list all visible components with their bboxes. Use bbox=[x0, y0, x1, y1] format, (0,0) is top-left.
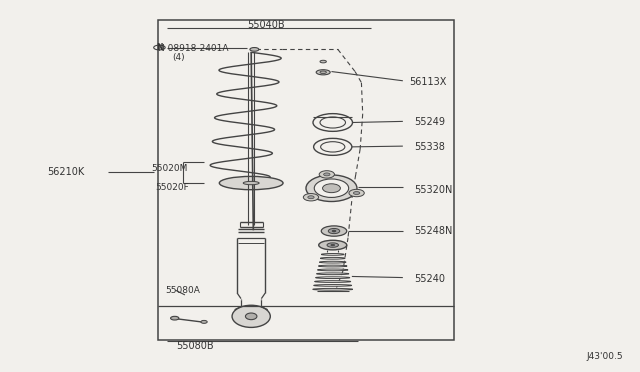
Ellipse shape bbox=[331, 244, 335, 246]
Ellipse shape bbox=[319, 265, 347, 267]
Text: 55080B: 55080B bbox=[177, 340, 214, 350]
Bar bbox=[157, 20, 454, 340]
Text: 55040B: 55040B bbox=[247, 20, 285, 31]
Ellipse shape bbox=[171, 316, 179, 320]
Ellipse shape bbox=[320, 71, 326, 74]
Ellipse shape bbox=[306, 175, 357, 202]
Ellipse shape bbox=[319, 171, 335, 178]
Ellipse shape bbox=[320, 60, 326, 63]
Ellipse shape bbox=[201, 320, 207, 323]
Ellipse shape bbox=[303, 193, 319, 201]
Text: 55248N: 55248N bbox=[414, 226, 452, 236]
Ellipse shape bbox=[232, 305, 270, 327]
Ellipse shape bbox=[246, 313, 257, 320]
Text: N 08918-2401A: N 08918-2401A bbox=[157, 44, 228, 53]
Ellipse shape bbox=[321, 254, 344, 255]
Ellipse shape bbox=[308, 196, 314, 199]
Ellipse shape bbox=[323, 184, 340, 193]
Text: 55240: 55240 bbox=[414, 274, 445, 284]
Ellipse shape bbox=[316, 70, 330, 75]
Text: 55020F: 55020F bbox=[156, 183, 189, 192]
Text: 56210K: 56210K bbox=[47, 167, 84, 177]
Text: 55020M: 55020M bbox=[151, 164, 188, 173]
Text: N: N bbox=[156, 43, 163, 52]
Ellipse shape bbox=[320, 117, 346, 128]
Ellipse shape bbox=[349, 189, 364, 197]
Ellipse shape bbox=[320, 257, 345, 259]
Ellipse shape bbox=[317, 269, 348, 271]
Text: 55249: 55249 bbox=[414, 117, 445, 127]
Ellipse shape bbox=[314, 138, 352, 155]
Ellipse shape bbox=[313, 113, 353, 131]
Text: (4): (4) bbox=[172, 53, 185, 62]
Ellipse shape bbox=[316, 277, 350, 279]
Ellipse shape bbox=[250, 48, 259, 51]
Text: 55080A: 55080A bbox=[165, 286, 200, 295]
Ellipse shape bbox=[220, 176, 283, 190]
Ellipse shape bbox=[317, 273, 349, 275]
Ellipse shape bbox=[319, 240, 347, 250]
Ellipse shape bbox=[332, 230, 336, 232]
Ellipse shape bbox=[315, 280, 351, 282]
Ellipse shape bbox=[313, 288, 353, 290]
Ellipse shape bbox=[314, 179, 349, 198]
Ellipse shape bbox=[328, 228, 340, 234]
Ellipse shape bbox=[314, 285, 352, 286]
Ellipse shape bbox=[319, 261, 346, 263]
Text: J43'00.5: J43'00.5 bbox=[586, 352, 623, 361]
Text: 55320N: 55320N bbox=[414, 185, 452, 195]
Ellipse shape bbox=[353, 192, 360, 195]
Ellipse shape bbox=[321, 142, 345, 152]
Ellipse shape bbox=[243, 182, 259, 185]
Text: 56113X: 56113X bbox=[409, 77, 447, 87]
Ellipse shape bbox=[324, 173, 330, 176]
Ellipse shape bbox=[321, 226, 347, 236]
Ellipse shape bbox=[327, 243, 339, 247]
Text: 55338: 55338 bbox=[414, 142, 445, 152]
